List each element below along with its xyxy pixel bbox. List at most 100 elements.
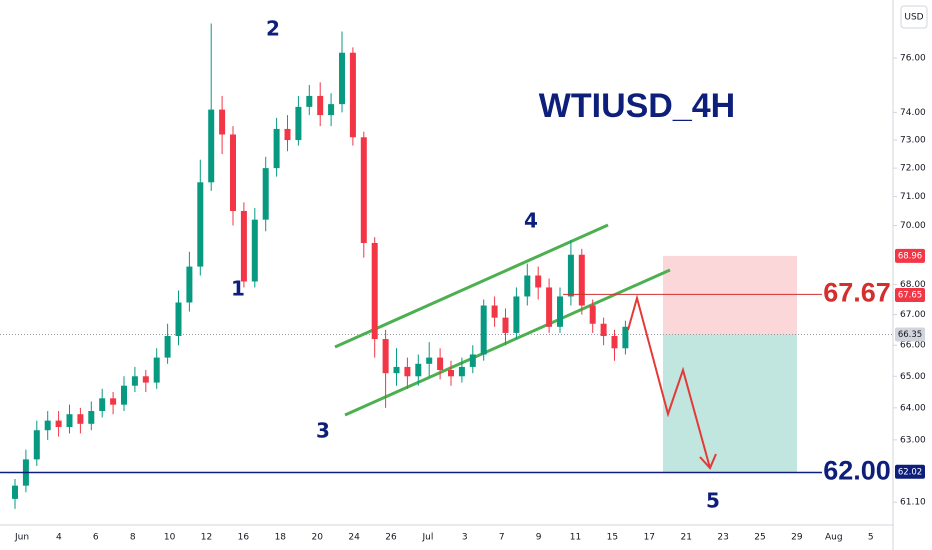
candle-body	[437, 357, 444, 371]
level-label: 62.00	[823, 456, 891, 486]
candle-body	[535, 275, 542, 288]
x-tick-label: 26	[385, 533, 397, 543]
x-tick-label: 15	[607, 533, 618, 543]
candle-body	[88, 411, 95, 424]
y-tick-label: 67.00	[900, 310, 926, 320]
y-tick-label: 64.00	[900, 403, 926, 413]
projection-arrowhead	[699, 453, 717, 470]
candle-body	[153, 357, 160, 383]
candle-body	[371, 242, 378, 340]
candle-body	[415, 363, 422, 377]
x-tick-label: Jul	[421, 533, 433, 543]
candle-body	[349, 52, 356, 138]
wave-label: 4	[524, 209, 538, 233]
candle-body	[513, 296, 520, 333]
y-tick-label: 63.00	[900, 435, 926, 445]
candle-body	[306, 95, 313, 107]
unit-badge[interactable]	[900, 5, 928, 29]
candle-body	[317, 95, 324, 116]
candle-body	[284, 128, 291, 141]
candle-body	[208, 109, 215, 183]
y-tick-label: 71.00	[900, 192, 926, 202]
x-tick-label: 3	[462, 533, 468, 543]
candle-body	[480, 305, 487, 355]
channel-upper	[334, 223, 609, 349]
wave-label: 1	[231, 277, 245, 301]
candle-body	[557, 296, 563, 327]
price-badge	[895, 327, 925, 342]
price-badge-label: 66.35	[898, 330, 922, 340]
candle-body	[230, 134, 236, 211]
candle-body	[12, 485, 18, 499]
price-badge	[895, 464, 925, 479]
candle-body	[622, 326, 629, 349]
x-tick-label: 12	[201, 533, 212, 543]
chart-title: WTIUSD_4H	[539, 87, 735, 125]
candle-body	[295, 106, 302, 141]
candle-body	[77, 414, 84, 424]
candle-body	[458, 366, 465, 377]
stop-zone	[663, 255, 797, 335]
candle-body	[502, 317, 509, 333]
candle-body	[567, 254, 574, 297]
wave-label: 2	[266, 17, 280, 41]
price-badge	[895, 248, 925, 263]
candle-body	[524, 275, 531, 297]
candle-body	[110, 398, 117, 405]
unit-label: USD	[904, 13, 923, 23]
candle-body	[469, 354, 476, 367]
candle-body	[611, 335, 618, 349]
price-badge-label: 68.96	[898, 251, 922, 261]
x-tick-label: 25	[754, 533, 765, 543]
candle-body	[164, 335, 171, 358]
x-tick-label: Jun	[14, 533, 29, 543]
x-tick-label: Aug	[825, 533, 843, 543]
x-tick-label: 4	[56, 533, 62, 543]
x-tick-label: 10	[164, 533, 176, 543]
y-tick-label: 70.00	[900, 221, 926, 231]
y-tick-label: 68.00	[900, 280, 926, 290]
x-tick-label: 11	[570, 533, 581, 543]
candle-body	[121, 385, 127, 405]
candle-body	[360, 137, 367, 243]
candle-body	[219, 109, 226, 135]
x-tick-label: 24	[348, 533, 360, 543]
y-tick-label: 73.00	[900, 136, 926, 146]
x-tick-label: 20	[311, 533, 323, 543]
candle-body	[589, 305, 596, 324]
x-tick-label: 8	[130, 533, 136, 543]
price-badge-label: 67.65	[898, 290, 922, 300]
price-badge	[895, 287, 925, 302]
candle-body	[448, 370, 454, 377]
candle-body	[339, 52, 345, 105]
y-tick-label: 65.00	[900, 372, 926, 382]
candle-body	[382, 339, 389, 374]
candle-body	[55, 420, 62, 428]
x-tick-label: 29	[791, 533, 803, 543]
candle-body	[393, 366, 400, 374]
y-tick-label: 72.00	[900, 164, 926, 174]
y-tick-label: 74.00	[900, 108, 926, 118]
candle-body	[262, 168, 269, 220]
candle-body	[600, 323, 607, 336]
candle-body	[142, 376, 149, 383]
candle-body	[44, 420, 51, 431]
candle-body	[404, 366, 411, 377]
x-tick-label: 17	[644, 533, 655, 543]
candle-body	[186, 266, 193, 303]
wave-label: 5	[706, 489, 720, 513]
candle-body	[273, 128, 280, 169]
candle-body	[175, 302, 182, 336]
projection-arrow	[627, 294, 711, 469]
y-tick-label: 61.10	[900, 498, 926, 508]
candle-body	[197, 182, 204, 267]
y-tick-label: 76.00	[900, 54, 926, 64]
x-tick-label: 9	[536, 533, 542, 543]
candle-body	[251, 219, 258, 282]
x-tick-label: 18	[275, 533, 287, 543]
x-tick-label: 21	[680, 533, 691, 543]
wave-label: 3	[316, 419, 330, 443]
price-badge-label: 62.02	[898, 467, 922, 477]
